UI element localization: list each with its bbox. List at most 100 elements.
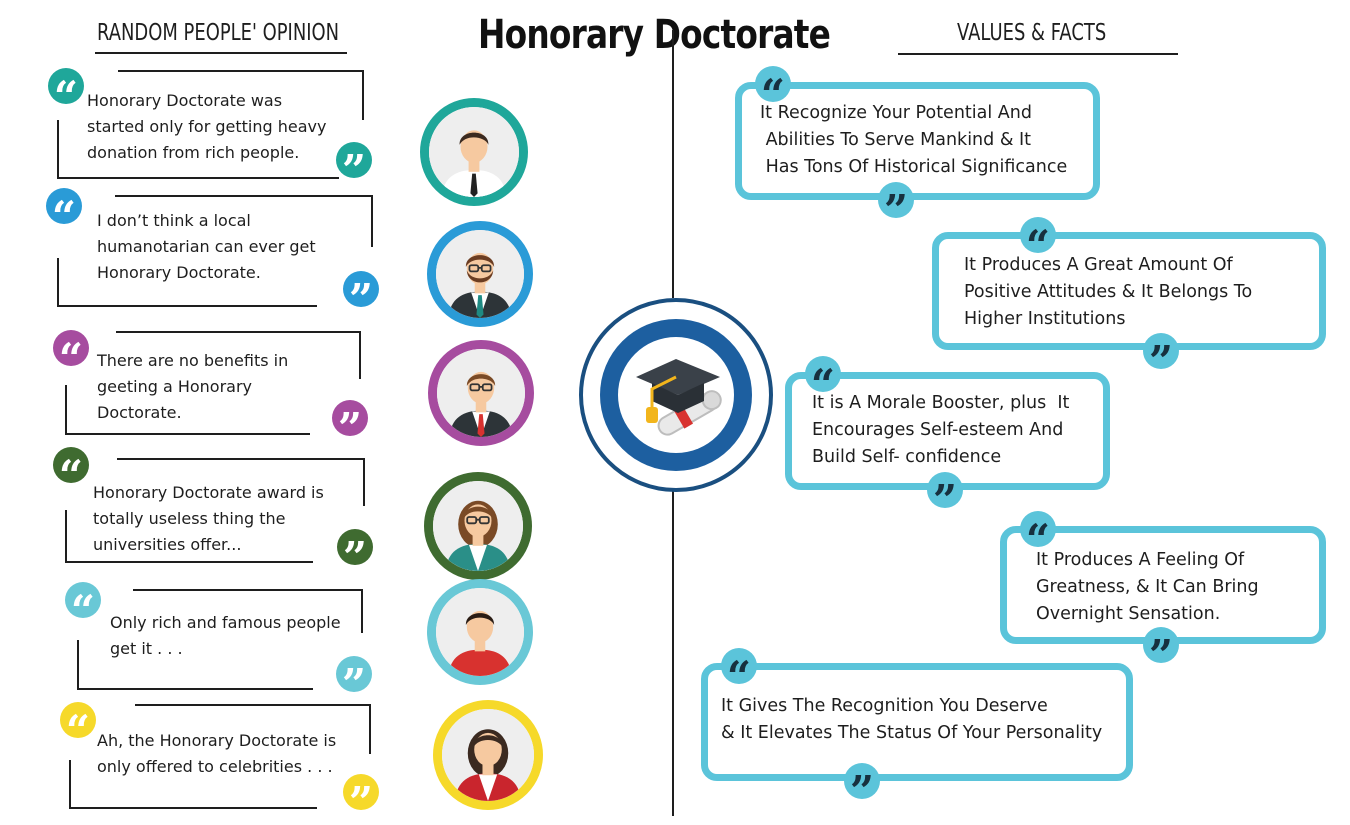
fact-line: It Produces A Feeling Of xyxy=(1036,550,1245,570)
opinion-line: totally useless thing the xyxy=(93,509,286,528)
center-divider-bottom xyxy=(672,490,674,816)
quote-close-icon: ” xyxy=(878,182,914,218)
opinion-frame-top xyxy=(133,589,363,591)
woman-with-glasses-avatar xyxy=(424,472,532,580)
quote-open-icon: “ xyxy=(46,188,82,224)
fact-card xyxy=(701,663,1133,781)
fact-text: It Gives The Recognition You Deserve & It… xyxy=(721,693,1102,747)
opinion-line: Doctorate. xyxy=(97,403,182,422)
opinion-frame-right xyxy=(361,589,363,633)
opinion-text: I don’t think a local humanotarian can ev… xyxy=(97,208,316,286)
quote-close-icon: ” xyxy=(336,656,372,692)
opinion-line: There are no benefits in xyxy=(97,351,289,370)
center-emblem xyxy=(578,297,774,493)
quote-close-icon: ” xyxy=(1143,333,1179,369)
page-title: Honorary Doctorate xyxy=(478,12,831,58)
opinion-text: Ah, the Honorary Doctorate is only offere… xyxy=(97,728,336,780)
opinion-frame-right xyxy=(359,331,361,379)
center-divider-top xyxy=(672,30,674,298)
fact-line: Build Self- confidence xyxy=(812,447,1002,467)
fact-line: & It Elevates The Status Of Your Persona… xyxy=(721,723,1103,743)
quote-close-icon: ” xyxy=(336,142,372,178)
opinion-frame-top xyxy=(116,331,361,333)
quote-open-icon: “ xyxy=(721,648,757,684)
opinion-frame-left xyxy=(65,385,67,433)
opinion-frame-top xyxy=(118,70,364,72)
fact-line: It Recognize Your Potential And xyxy=(760,103,1032,123)
opinion-frame-top xyxy=(117,458,364,460)
opinion-frame-bottom xyxy=(65,561,313,563)
opinion-line: geeting a Honorary xyxy=(97,377,253,396)
fact-line: Abilities To Serve Mankind & It xyxy=(760,130,1032,150)
quote-close-icon: ” xyxy=(337,529,373,565)
young-man-avatar xyxy=(427,579,533,685)
opinion-frame-top xyxy=(115,195,372,197)
quote-close-icon: ” xyxy=(343,271,379,307)
opinion-frame-left xyxy=(57,258,59,305)
opinion-text: There are no benefits in geeting a Honora… xyxy=(97,348,288,426)
opinion-frame-right xyxy=(371,195,373,247)
quote-close-icon: ” xyxy=(844,763,880,799)
opinion-frame-right xyxy=(363,458,365,506)
opinion-line: Honorary Doctorate was xyxy=(87,91,283,110)
opinion-frame-right xyxy=(369,704,371,754)
graduation-cap-diploma-icon xyxy=(579,298,773,492)
opinion-text: Only rich and famous people get it . . . xyxy=(110,610,341,662)
opinion-frame-bottom xyxy=(57,177,339,179)
fact-line: Greatness, & It Can Bring xyxy=(1036,577,1259,597)
fact-line: It Produces A Great Amount Of xyxy=(964,255,1233,275)
bearded-man-glasses-avatar xyxy=(427,221,533,327)
man-in-suit-glasses-avatar xyxy=(428,340,534,446)
left-section-heading: RANDOM PEOPLE' OPINION xyxy=(97,20,340,46)
fact-text: It Produces A Great Amount Of Positive At… xyxy=(964,252,1252,333)
opinion-frame-bottom xyxy=(65,433,310,435)
opinion-line: universities offer... xyxy=(93,535,242,554)
opinion-frame-left xyxy=(77,640,79,688)
opinion-line: I don’t think a local xyxy=(97,211,251,230)
opinion-line: donation from rich people. xyxy=(87,143,300,162)
fact-text: It Produces A Feeling Of Greatness, & It … xyxy=(1036,547,1259,628)
man-in-shirt-avatar xyxy=(420,98,528,206)
fact-line: It is A Morale Booster, plus It xyxy=(812,393,1070,413)
quote-open-icon: “ xyxy=(65,582,101,618)
opinion-frame-bottom xyxy=(77,688,313,690)
quote-open-icon: “ xyxy=(48,68,84,104)
woman-in-blazer-avatar xyxy=(433,700,543,810)
right-section-heading: VALUES & FACTS xyxy=(957,20,1107,46)
quote-open-icon: “ xyxy=(805,356,841,392)
opinion-frame-right xyxy=(362,70,364,120)
opinion-frame-top xyxy=(135,704,371,706)
fact-line: Higher Institutions xyxy=(964,309,1126,329)
opinion-text: Honorary Doctorate award is totally usele… xyxy=(93,480,324,558)
opinion-line: Only rich and famous people xyxy=(110,613,341,632)
opinion-frame-bottom xyxy=(69,807,317,809)
quote-close-icon: ” xyxy=(1143,627,1179,663)
opinion-line: humanotarian can ever get xyxy=(97,237,316,256)
opinion-line: get it . . . xyxy=(110,639,183,658)
fact-line: Positive Attitudes & It Belongs To xyxy=(964,282,1253,302)
opinion-line: Ah, the Honorary Doctorate is xyxy=(97,731,337,750)
opinion-line: started only for getting heavy xyxy=(87,117,327,136)
quote-open-icon: “ xyxy=(1020,511,1056,547)
right-heading-underline xyxy=(898,53,1178,55)
fact-line: It Gives The Recognition You Deserve xyxy=(721,696,1048,716)
fact-text: It Recognize Your Potential And Abilitie… xyxy=(760,100,1067,181)
fact-text: It is A Morale Booster, plus It Encourage… xyxy=(812,390,1069,471)
fact-line: Overnight Sensation. xyxy=(1036,604,1221,624)
fact-card xyxy=(735,82,1100,200)
opinion-frame-left xyxy=(69,760,71,807)
quote-open-icon: “ xyxy=(755,66,791,102)
opinion-line: Honorary Doctorate award is xyxy=(93,483,324,502)
opinion-line: only offered to celebrities . . . xyxy=(97,757,333,776)
opinion-text: Honorary Doctorate was started only for g… xyxy=(87,88,326,166)
quote-open-icon: “ xyxy=(1020,217,1056,253)
opinion-frame-bottom xyxy=(57,305,317,307)
opinion-frame-left xyxy=(65,510,67,562)
opinion-frame-left xyxy=(57,120,59,177)
quote-open-icon: “ xyxy=(53,330,89,366)
quote-open-icon: “ xyxy=(53,447,89,483)
quote-close-icon: ” xyxy=(927,472,963,508)
fact-line: Encourages Self-esteem And xyxy=(812,420,1064,440)
quote-close-icon: ” xyxy=(332,400,368,436)
left-heading-underline xyxy=(95,52,347,54)
